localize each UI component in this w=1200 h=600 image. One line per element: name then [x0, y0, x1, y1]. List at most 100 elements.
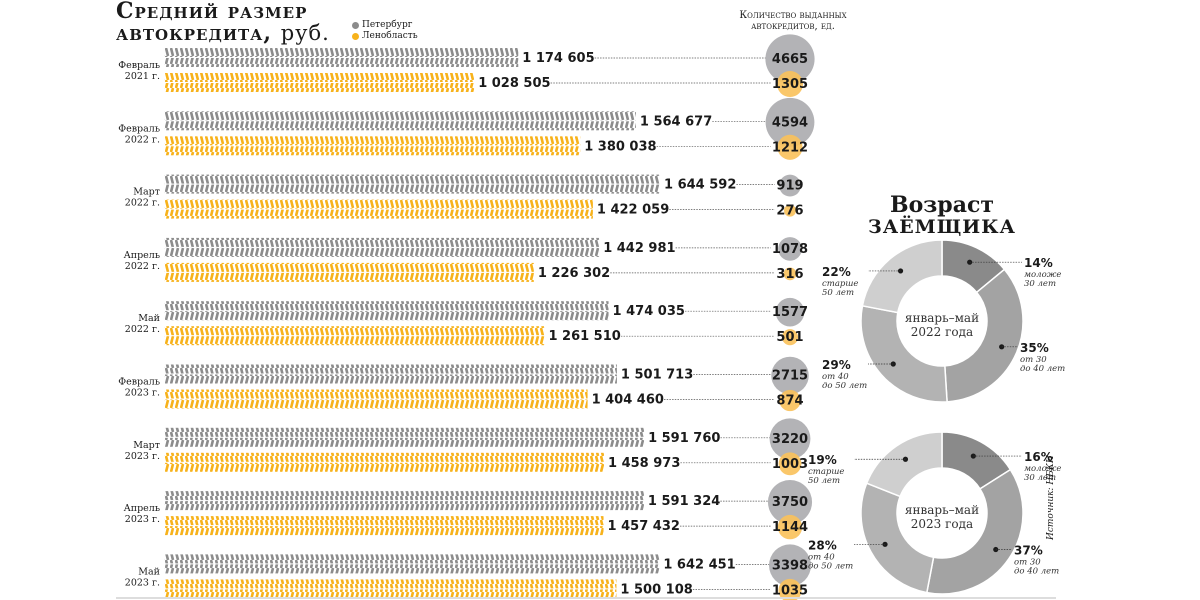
slice-desc-label: от 40: [822, 372, 849, 382]
category-year-label: 2022 г.: [125, 261, 160, 272]
count-label-lenobl: 1003: [772, 457, 808, 472]
bubble-spb: [775, 297, 805, 327]
value-label-spb: 1 642 451: [663, 557, 735, 572]
category-year-label: 2022 г.: [125, 198, 160, 209]
legend-label-spb: Петербург: [362, 20, 413, 30]
bar-lenobl-top: [164, 199, 593, 209]
bubble-spb: [778, 237, 802, 261]
slice-pct-label: 37%: [1014, 544, 1043, 558]
bar-lenobl-bottom: [164, 83, 475, 92]
count-label-spb: 2715: [772, 369, 808, 384]
donut-center-year: 2023 года: [911, 517, 973, 531]
slice-pct-label: 35%: [1020, 341, 1049, 355]
bubble-lenobl: [781, 329, 799, 346]
count-title-line2: автокредитов, ед.: [751, 21, 835, 32]
count-label-lenobl: 1305: [772, 77, 808, 92]
category-year-label: 2023 г.: [125, 577, 160, 588]
bar-lenobl-top: [164, 579, 617, 589]
count-label-spb: 919: [776, 179, 803, 194]
bar-lenobl-top: [164, 136, 581, 146]
slice-desc-label: от 30: [1020, 355, 1047, 365]
legend-swatch-spb: [352, 22, 359, 29]
slice-pct-label: 29%: [822, 358, 851, 372]
chart-title-line1: Средний размер: [116, 0, 308, 24]
category-year-label: 2023 г.: [125, 388, 160, 399]
bubble-lenobl: [778, 578, 802, 600]
bar-lenobl-bottom: [164, 462, 605, 472]
bar-spb-top: [164, 364, 617, 374]
bar-spb-bottom: [164, 184, 660, 194]
bar-lenobl-top: [164, 262, 534, 272]
count-label-lenobl: 1144: [772, 520, 808, 535]
bar-spb-top: [164, 111, 636, 121]
bar-lenobl-top: [164, 452, 605, 462]
bar-lenobl-bottom: [164, 589, 617, 599]
value-label-spb: 1 442 981: [603, 241, 675, 256]
slice-desc-label: до 50 лет: [808, 561, 853, 571]
legend-label-lenobl: Ленобласть: [362, 31, 418, 41]
pie-title-line2: заёмщика: [868, 215, 1016, 238]
slice-desc-label: 30 лет: [1024, 279, 1056, 289]
chart-title-unit: руб.: [280, 21, 330, 45]
slice-pct-label: 22%: [822, 265, 851, 279]
value-label-spb: 1 591 760: [648, 431, 720, 446]
chart-title-line2: автокредита,: [116, 20, 273, 46]
category-label: Май: [138, 566, 160, 577]
bar-lenobl-bottom: [164, 272, 534, 282]
bubble-spb: [771, 356, 809, 395]
count-label-spb: 1078: [772, 242, 808, 257]
slice-desc-label: 30 лет: [1024, 473, 1056, 483]
bubble-lenobl: [783, 267, 797, 281]
value-label-lenobl: 1 380 038: [584, 139, 656, 154]
count-label-lenobl: 276: [776, 204, 803, 219]
value-label-lenobl: 1 422 059: [597, 203, 669, 218]
slice-pct-label: 28%: [808, 538, 837, 552]
bar-spb-top: [164, 237, 600, 247]
value-label-spb: 1 644 592: [664, 178, 736, 193]
legend: Петербург Ленобласть: [352, 20, 418, 42]
value-label-spb: 1 591 324: [648, 494, 720, 509]
count-label-lenobl: 874: [776, 394, 803, 409]
slice-desc-label: 50 лет: [822, 288, 854, 298]
chart-title: Средний размер автокредита, руб.: [116, 0, 330, 44]
bar-lenobl-top: [164, 389, 588, 399]
bar-spb-top: [164, 301, 609, 311]
category-label: Апрель: [124, 250, 160, 261]
count-label-spb: 3750: [772, 495, 808, 510]
count-label-lenobl: 1212: [772, 140, 808, 155]
slice-desc-label: от 30: [1014, 558, 1041, 568]
donut-slice: [860, 304, 948, 403]
value-label-lenobl: 1 458 973: [608, 456, 680, 471]
source-note: Источник: НБКИ: [1046, 455, 1056, 540]
slice-desc-label: до 40 лет: [1020, 364, 1065, 374]
bar-spb-bottom: [164, 58, 519, 67]
donut-center-label: январь–май: [905, 311, 979, 325]
count-label-spb: 1577: [772, 305, 808, 320]
slice-desc-label: от 40: [808, 552, 835, 562]
slice-pct-label: 16%: [1024, 450, 1053, 464]
category-label: Февраль: [118, 377, 160, 388]
count-label-lenobl: 501: [776, 330, 803, 345]
slice-pct-label: 19%: [808, 453, 837, 467]
legend-item-lenobl: Ленобласть: [352, 31, 418, 42]
bar-spb-top: [164, 48, 519, 57]
donut-slice: [865, 431, 943, 498]
donut-center-label: январь–май: [905, 503, 979, 517]
category-label: Апрель: [124, 503, 160, 514]
bar-lenobl-top: [164, 516, 604, 526]
slice-desc-label: моложе: [1024, 464, 1061, 474]
bubble-lenobl: [777, 514, 803, 540]
category-label: Март: [133, 187, 160, 198]
bar-spb-bottom: [164, 121, 636, 131]
bubble-spb: [765, 97, 815, 147]
bottom-rule: [116, 597, 1056, 599]
donut-slice: [944, 268, 1024, 403]
bar-spb-bottom: [164, 374, 617, 384]
category-label: Май: [138, 313, 160, 324]
bar-lenobl-bottom: [164, 336, 545, 346]
bubble-spb: [779, 174, 801, 197]
value-label-lenobl: 1 226 302: [538, 266, 610, 281]
count-label-spb: 3220: [772, 432, 808, 447]
